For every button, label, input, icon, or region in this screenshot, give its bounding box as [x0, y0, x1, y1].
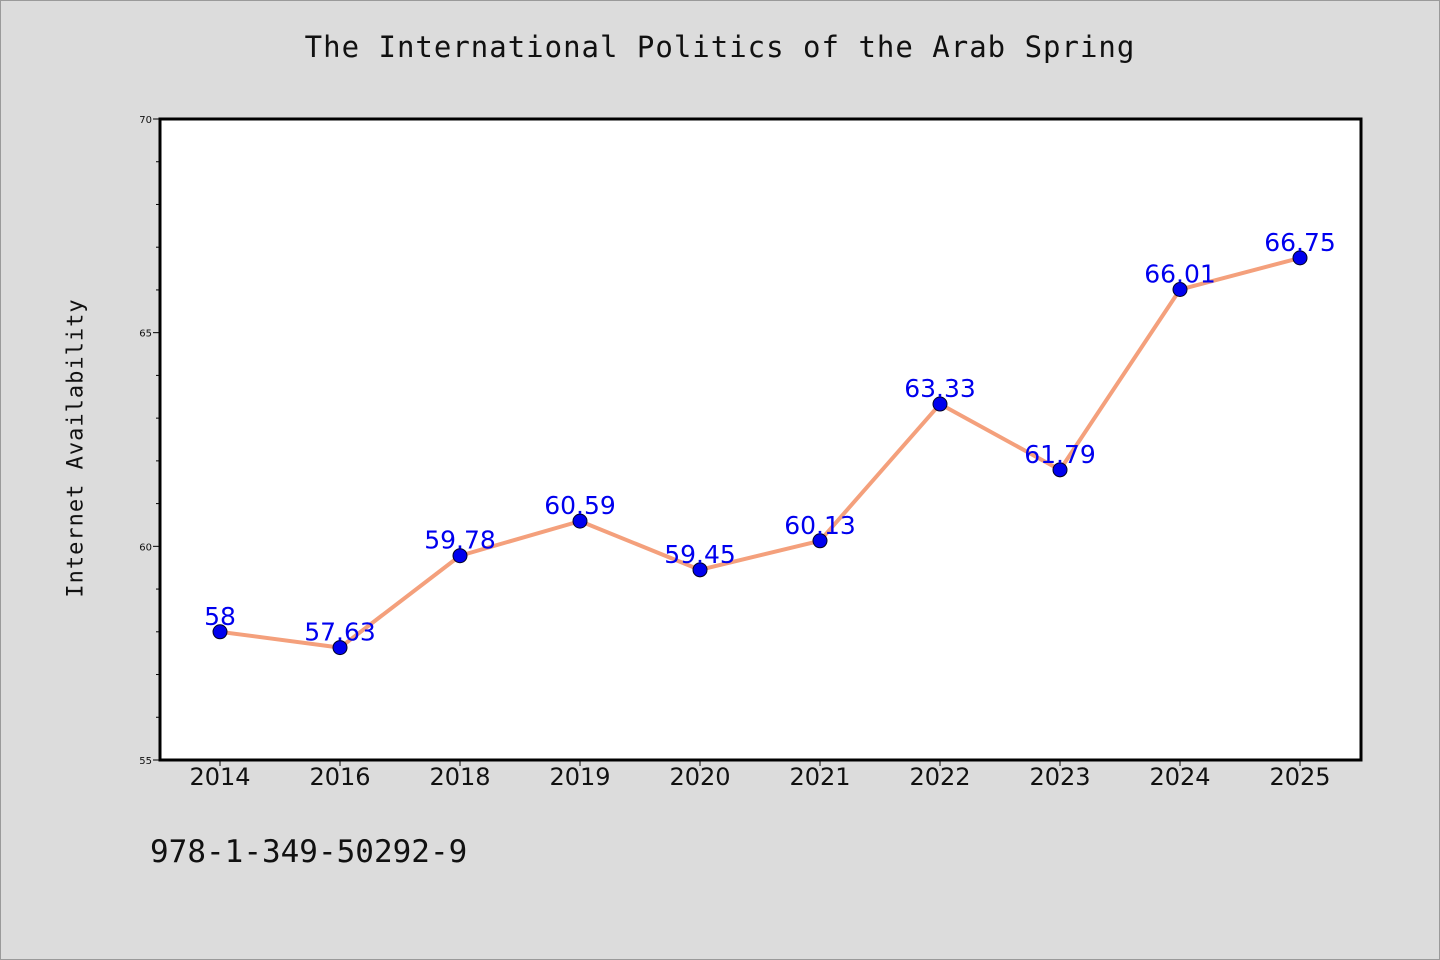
x-tick-label: 2018: [429, 763, 490, 791]
x-tick-label: 2022: [909, 763, 970, 791]
x-tick-label: 2023: [1029, 763, 1090, 791]
plot-border: [158, 117, 1363, 762]
y-tick-label: 65: [139, 329, 152, 340]
data-point: [212, 624, 228, 640]
data-label: 57.63: [304, 618, 376, 647]
data-label: 59.45: [664, 540, 736, 569]
data-label: 60.13: [784, 511, 856, 540]
x-tick-label: 2020: [669, 763, 730, 791]
data-label: 58: [204, 602, 236, 631]
y-axis-ticks: 55 60 65 70: [139, 115, 160, 767]
data-label: 63.33: [904, 374, 976, 403]
x-tick-label: 2016: [309, 763, 370, 791]
x-tick-label: 2014: [189, 763, 250, 791]
x-tick-label: 2021: [789, 763, 850, 791]
data-label: 66.01: [1144, 260, 1216, 289]
data-point: [452, 548, 468, 564]
series-line-group: 58 57.63 59.78 60.59 59.45 60.13 63.33 61.79 66.…: [204, 228, 1336, 656]
isbn-note: 978-1-349-50292-9: [150, 834, 468, 870]
y-tick-label: 55: [139, 756, 152, 767]
data-label: 66.75: [1264, 228, 1336, 257]
data-point: [572, 513, 588, 529]
data-label: 60.59: [544, 491, 616, 520]
y-tick-label: 70: [139, 115, 152, 126]
x-tick-label: 2019: [549, 763, 610, 791]
series-line: [218, 255, 1302, 650]
x-tick-label: 2025: [1269, 763, 1330, 791]
data-point: [1172, 282, 1188, 298]
y-tick-label: 60: [139, 542, 152, 553]
data-point: [1292, 250, 1308, 266]
data-point: [692, 562, 708, 578]
data-point: [932, 396, 948, 412]
data-label: 61.79: [1024, 440, 1096, 469]
plot-background: [160, 119, 1361, 760]
x-tick-label: 2024: [1149, 763, 1210, 791]
data-label: 59.78: [424, 526, 496, 555]
x-axis-ticks: 2014 2016 2018 2019 2020 2021 2022 2023 2024 2025: [189, 760, 1331, 791]
data-point: [1052, 462, 1068, 478]
data-point: [332, 640, 348, 656]
chart-title: The International Politics of the Arab S…: [304, 30, 1136, 64]
data-point: [812, 533, 828, 549]
